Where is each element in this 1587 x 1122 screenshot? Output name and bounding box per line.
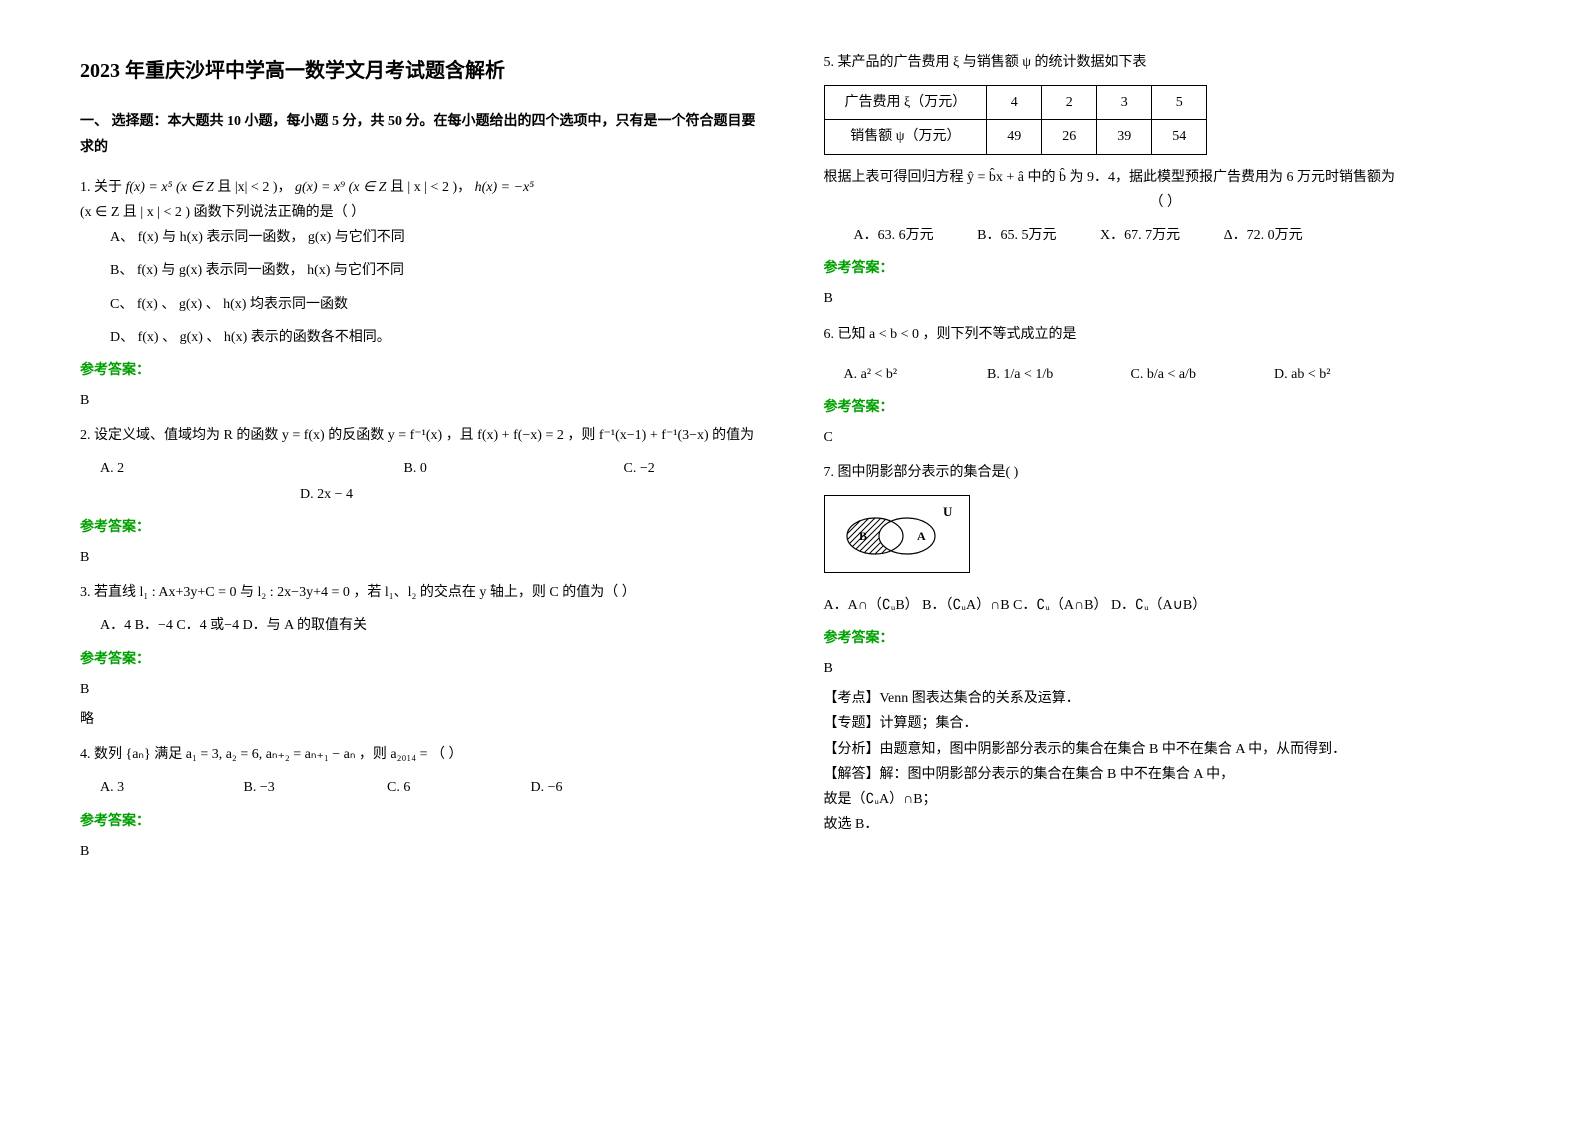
q7-stem: 7. 图中阴影部分表示的集合是( ): [824, 460, 1508, 485]
q7-ans-label: 参考答案：: [824, 626, 1508, 651]
q5-optC: Χ．67. 7万元: [1100, 223, 1180, 248]
q5-table: 广告费用 ξ（万元） 4 2 3 5 销售额 ψ（万元） 49 26 39 54: [824, 85, 1208, 154]
q5-optB: B．65. 5万元: [977, 223, 1056, 248]
q6-ans-label: 参考答案：: [824, 395, 1508, 420]
q5-paren: （ ）: [824, 190, 1508, 215]
q1-optD: D、 f(x) 、 g(x) 、 h(x) 表示的函数各不相同。: [110, 325, 764, 350]
q4-optD: D. −6: [531, 775, 631, 800]
q1-gx: g(x) = x⁹ (x ∈ Z: [295, 180, 386, 195]
q7-l2: 【专题】计算题；集合．: [824, 711, 1508, 736]
q7-l5: 故是（∁ᵤA）∩B；: [824, 787, 1508, 812]
q6-ans: C: [824, 425, 1508, 450]
page-title: 2023 年重庆沙坪中学高一数学文月考试题含解析: [80, 53, 764, 89]
question-5: 5. 某产品的广告费用 ξ 与销售额 ψ 的统计数据如下表 广告费用 ξ（万元）…: [824, 50, 1508, 312]
q4-stem: 4. 数列 {aₙ} 满足 a₁ = 3, a₂ = 6, aₙ₊₂ = aₙ₊…: [80, 742, 764, 767]
q4-optB: B. −3: [244, 775, 344, 800]
cell: 广告费用 ξ（万元）: [824, 86, 987, 120]
cell: 3: [1097, 86, 1152, 120]
q5-ans: B: [824, 286, 1508, 311]
cell: 26: [1042, 120, 1097, 154]
q3-expl: 略: [80, 707, 764, 732]
q1-hx: h(x) = −x⁵: [475, 180, 535, 195]
q3-stem: 3. 若直线 l₁ : Ax+3y+C = 0 与 l₂ : 2x−3y+4 =…: [80, 580, 764, 605]
q1-ans-label: 参考答案：: [80, 358, 764, 383]
q7-l3: 【分析】由题意知，图中阴影部分表示的集合在集合 B 中不在集合 A 中，从而得到…: [824, 737, 1508, 762]
question-4: 4. 数列 {aₙ} 满足 a₁ = 3, a₂ = 6, aₙ₊₂ = aₙ₊…: [80, 742, 764, 864]
cell: 54: [1152, 120, 1207, 154]
question-7: 7. 图中阴影部分表示的集合是( ): [824, 460, 1508, 837]
cell: 销售额 ψ（万元）: [824, 120, 987, 154]
venn-A: A: [917, 529, 926, 543]
q6-optC: C. b/a < a/b: [1131, 362, 1231, 387]
q5-stem: 5. 某产品的广告费用 ξ 与销售额 ψ 的统计数据如下表: [824, 50, 1508, 75]
q7-l1: 【考点】Venn 图表达集合的关系及运算．: [824, 686, 1508, 711]
q1-c2: 且 | x | < 2 )，: [390, 180, 471, 195]
question-2: 2. 设定义域、值域均为 R 的函数 y = f(x) 的反函数 y = f⁻¹…: [80, 423, 764, 570]
venn-B: B: [859, 529, 867, 543]
q7-l6: 故选 B．: [824, 812, 1508, 837]
q2-ans: B: [80, 545, 764, 570]
q7-l4: 【解答】解：图中阴影部分表示的集合在集合 B 中不在集合 A 中，: [824, 762, 1508, 787]
q4-ans: B: [80, 839, 764, 864]
q2-optA: A. 2: [100, 456, 200, 481]
q1-c3: (x ∈ Z 且 | x | < 2 ) 函数下列说法正确的是（ ）: [80, 200, 764, 225]
cell: 5: [1152, 86, 1207, 120]
left-column: 2023 年重庆沙坪中学高一数学文月考试题含解析 一、 选择题：本大题共 10 …: [80, 40, 764, 874]
cell: 2: [1042, 86, 1097, 120]
q4-options: A. 3 B. −3 C. 6 D. −6: [100, 775, 764, 800]
q1-ans: B: [80, 388, 764, 413]
q1-optB: B、 f(x) 与 g(x) 表示同一函数， h(x) 与它们不同: [110, 258, 764, 283]
q6-options: A. a² < b² B. 1/a < 1/b C. b/a < a/b D. …: [844, 362, 1508, 387]
question-3: 3. 若直线 l₁ : Ax+3y+C = 0 与 l₂ : 2x−3y+4 =…: [80, 580, 764, 732]
q3-ans: B: [80, 677, 764, 702]
q2-optC: C. −2: [624, 456, 724, 481]
q3-opts: A．4 B．−4 C．4 或−4 D．与 A 的取值有关: [100, 613, 764, 638]
q1-c1: 且 |x| < 2 )，: [217, 180, 291, 195]
question-6: 6. 已知 a < b < 0 ，则下列不等式成立的是 A. a² < b² B…: [824, 322, 1508, 451]
cell: 49: [987, 120, 1042, 154]
q4-ans-label: 参考答案：: [80, 809, 764, 834]
q1-optC: C、 f(x) 、 g(x) 、 h(x) 均表示同一函数: [110, 292, 764, 317]
q5-optA: A．63. 6万元: [854, 223, 934, 248]
venn-diagram: U B A: [824, 495, 970, 573]
q6-optA: A. a² < b²: [844, 362, 944, 387]
q5-ans-label: 参考答案：: [824, 256, 1508, 281]
q2-optB: B. 0: [404, 456, 504, 481]
q2-stem: 2. 设定义域、值域均为 R 的函数 y = f(x) 的反函数 y = f⁻¹…: [80, 423, 764, 448]
q2-optD: D. 2x − 4: [300, 482, 353, 507]
q1-fx: f(x) = x⁵ (x ∈ Z: [126, 180, 214, 195]
venn-U: U: [943, 504, 953, 519]
q2-ans-label: 参考答案：: [80, 515, 764, 540]
cell: 39: [1097, 120, 1152, 154]
table-row: 销售额 ψ（万元） 49 26 39 54: [824, 120, 1207, 154]
q2-options: A. 2 B. 0 C. −2 D. 2x − 4: [100, 456, 764, 506]
section-intro: 一、 选择题：本大题共 10 小题，每小题 5 分，共 50 分。在每小题给出的…: [80, 109, 764, 159]
q3-ans-label: 参考答案：: [80, 647, 764, 672]
venn-svg-icon: U B A: [835, 504, 955, 564]
q4-optC: C. 6: [387, 775, 487, 800]
table-row: 广告费用 ξ（万元） 4 2 3 5: [824, 86, 1207, 120]
q6-optB: B. 1/a < 1/b: [987, 362, 1087, 387]
cell: 4: [987, 86, 1042, 120]
question-1: 1. 关于 f(x) = x⁵ (x ∈ Z 且 |x| < 2 )， g(x)…: [80, 175, 764, 414]
q4-optA: A. 3: [100, 775, 200, 800]
q5-stem2: 根据上表可得回归方程 ŷ = b̂x + â 中的 b̂ 为 9．4，据此模型预…: [824, 165, 1508, 190]
q6-stem: 6. 已知 a < b < 0 ，则下列不等式成立的是: [824, 322, 1508, 347]
q7-ans: B: [824, 656, 1508, 681]
q5-options: A．63. 6万元 B．65. 5万元 Χ．67. 7万元 Δ．72. 0万元: [854, 223, 1508, 248]
q1-prefix: 1. 关于: [80, 180, 122, 195]
right-column: 5. 某产品的广告费用 ξ 与销售额 ψ 的统计数据如下表 广告费用 ξ（万元）…: [824, 40, 1508, 874]
q5-optD: Δ．72. 0万元: [1224, 223, 1303, 248]
q1-optA: A、 f(x) 与 h(x) 表示同一函数， g(x) 与它们不同: [110, 225, 764, 250]
q7-opts: A．A∩（∁ᵤB） B．（∁ᵤA）∩B C．∁ᵤ（A∩B） D．∁ᵤ（A∪B）: [824, 593, 1508, 618]
q6-optD: D. ab < b²: [1274, 362, 1374, 387]
